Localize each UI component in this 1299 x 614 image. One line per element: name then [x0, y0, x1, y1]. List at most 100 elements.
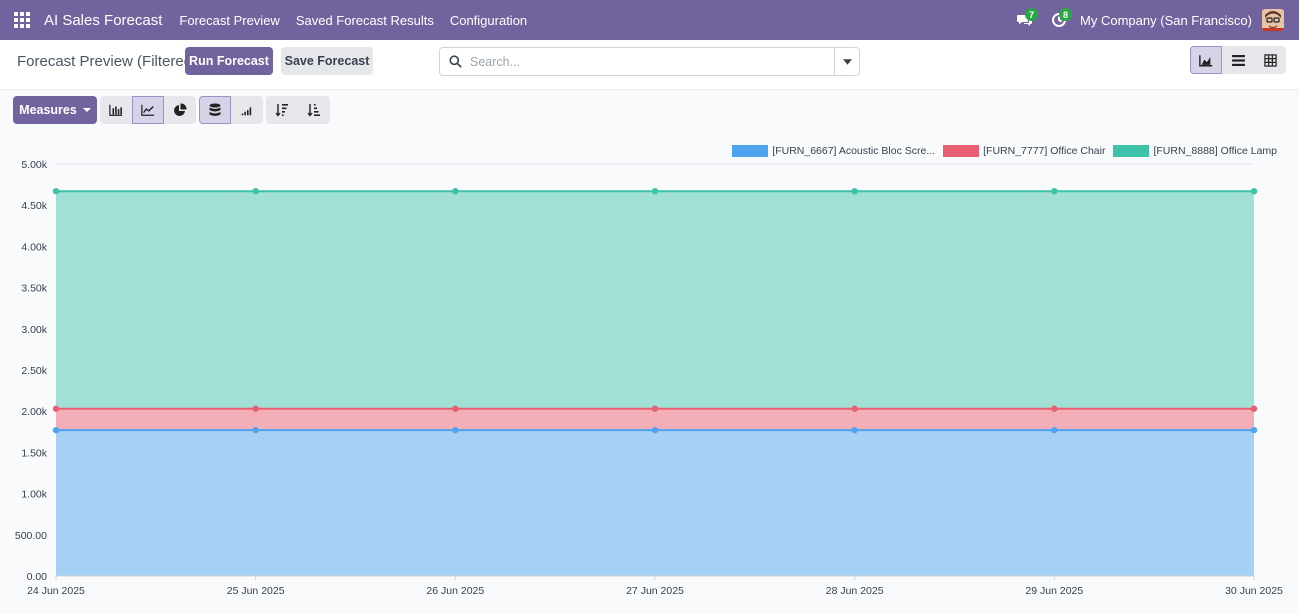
table-icon [1263, 53, 1277, 67]
graph-view-button[interactable] [1190, 46, 1222, 74]
sort-ascending-button[interactable] [298, 96, 330, 124]
legend-item-furn-8888[interactable]: [FURN_8888] Office Lamp [1113, 145, 1277, 157]
data-point[interactable] [52, 187, 60, 195]
y-tick-label: 500.00 [15, 530, 47, 542]
bar-chart-button[interactable] [100, 96, 132, 124]
y-tick-label: 5.00k [21, 159, 47, 171]
messages-button[interactable]: 7 [1008, 0, 1042, 40]
measures-dropdown[interactable]: Measures [13, 96, 97, 124]
data-point[interactable] [452, 187, 459, 195]
series-area-1 [56, 408, 1254, 431]
data-point[interactable] [1250, 426, 1258, 434]
pivot-view-button[interactable] [1254, 46, 1286, 74]
line-chart-icon [141, 104, 155, 116]
y-tick-label: 3.50k [21, 283, 47, 295]
data-point[interactable] [52, 426, 60, 434]
list-view-button[interactable] [1222, 46, 1254, 74]
search-icon [440, 55, 470, 68]
data-point[interactable] [1051, 187, 1058, 195]
y-tick-label: 1.50k [21, 447, 47, 459]
caret-down-icon [842, 58, 852, 65]
pie-chart-icon [174, 103, 187, 116]
run-forecast-button[interactable]: Run Forecast [185, 47, 273, 75]
view-switcher [1190, 46, 1286, 74]
data-point[interactable] [851, 187, 858, 195]
list-icon [1231, 54, 1245, 66]
chart-type-group [100, 96, 196, 125]
data-point[interactable] [1250, 405, 1258, 412]
messages-count-badge: 7 [1025, 8, 1039, 21]
area-chart-icon [1199, 54, 1213, 66]
y-tick-label: 2.50k [21, 365, 47, 377]
y-tick-label: 1.00k [21, 489, 47, 501]
series-area-2 [56, 191, 1254, 409]
data-point[interactable] [452, 405, 459, 412]
y-tick-label: 4.50k [21, 200, 47, 212]
legend-swatch [732, 145, 769, 157]
data-point[interactable] [851, 405, 858, 412]
search-bar [439, 47, 860, 76]
stack-options-group [199, 96, 263, 125]
sort-group [266, 96, 330, 125]
company-switcher[interactable]: My Company (San Francisco) [1080, 12, 1252, 28]
chart-legend: [FURN_6667] Acoustic Bloc Scre... [FURN_… [724, 145, 1277, 157]
legend-item-furn-7777[interactable]: [FURN_7777] Office Chair [943, 145, 1105, 157]
line-chart-button[interactable] [132, 96, 164, 124]
search-input[interactable] [470, 48, 834, 75]
legend-item-furn-6667[interactable]: [FURN_6667] Acoustic Bloc Scre... [732, 145, 935, 157]
save-forecast-button[interactable]: Save Forecast [281, 47, 373, 75]
forecast-chart: 0.00 500.00 1.00k 1.50k 2.00k 2.50k 3.00k 3.50k… [0, 135, 1299, 614]
series-area-0 [56, 430, 1254, 576]
menu-saved-forecast-results[interactable]: Saved Forecast Results [295, 12, 434, 28]
legend-swatch [943, 145, 980, 157]
area-chart: 0.00 500.00 1.00k 1.50k 2.00k 2.50k 3.00k 3.50k… [15, 159, 1283, 597]
stacked-button[interactable] [199, 96, 231, 124]
x-tick-label: 30 Jun 2025 [1225, 585, 1283, 597]
bar-chart-icon [109, 104, 123, 116]
x-tick-label: 27 Jun 2025 [626, 585, 684, 597]
graph-toolbar: Measures [13, 96, 333, 125]
x-tick-label: 26 Jun 2025 [426, 585, 484, 597]
legend-label: [FURN_7777] Office Chair [983, 145, 1106, 157]
data-point[interactable] [52, 405, 60, 412]
activities-button[interactable]: 8 [1042, 0, 1076, 40]
page-title: Forecast Preview (Filtered) [17, 53, 198, 70]
sort-descending-icon [275, 104, 288, 117]
database-stack-icon [209, 103, 221, 116]
top-navbar: AI Sales Forecast Forecast Preview Saved… [0, 0, 1299, 40]
x-tick-label: 29 Jun 2025 [1025, 585, 1083, 597]
control-panel: Forecast Preview (Filtered) Run Forecast… [0, 40, 1299, 90]
data-point[interactable] [651, 405, 659, 412]
y-tick-label: 2.00k [21, 406, 47, 418]
y-tick-label: 3.00k [21, 324, 47, 336]
measures-label: Measures [19, 103, 77, 117]
menu-forecast-preview[interactable]: Forecast Preview [179, 12, 280, 28]
menu-configuration[interactable]: Configuration [449, 12, 528, 28]
user-avatar[interactable] [1262, 9, 1284, 31]
x-tick-label: 28 Jun 2025 [826, 585, 884, 597]
cumulative-button[interactable] [231, 96, 263, 124]
y-tick-label: 4.00k [21, 241, 47, 253]
data-point[interactable] [651, 187, 659, 195]
sort-descending-button[interactable] [266, 96, 298, 124]
activities-count-badge: 8 [1059, 8, 1073, 21]
data-point[interactable] [1051, 405, 1058, 412]
legend-swatch [1113, 145, 1150, 157]
data-point[interactable] [452, 426, 459, 434]
data-point[interactable] [252, 187, 259, 195]
signal-bars-icon [241, 107, 252, 116]
search-options-toggle[interactable] [834, 48, 859, 75]
apps-grid-icon[interactable] [0, 0, 44, 40]
y-tick-label: 0.00 [27, 571, 48, 583]
pie-chart-button[interactable] [164, 96, 196, 124]
app-brand[interactable]: AI Sales Forecast [44, 11, 163, 29]
data-point[interactable] [252, 426, 259, 434]
x-tick-label: 25 Jun 2025 [227, 585, 285, 597]
data-point[interactable] [1250, 187, 1258, 195]
data-point[interactable] [651, 426, 659, 434]
data-point[interactable] [1051, 426, 1058, 434]
legend-label: [FURN_6667] Acoustic Bloc Scre... [772, 145, 936, 157]
caret-down-icon [82, 108, 91, 112]
data-point[interactable] [252, 405, 259, 412]
data-point[interactable] [851, 426, 858, 434]
